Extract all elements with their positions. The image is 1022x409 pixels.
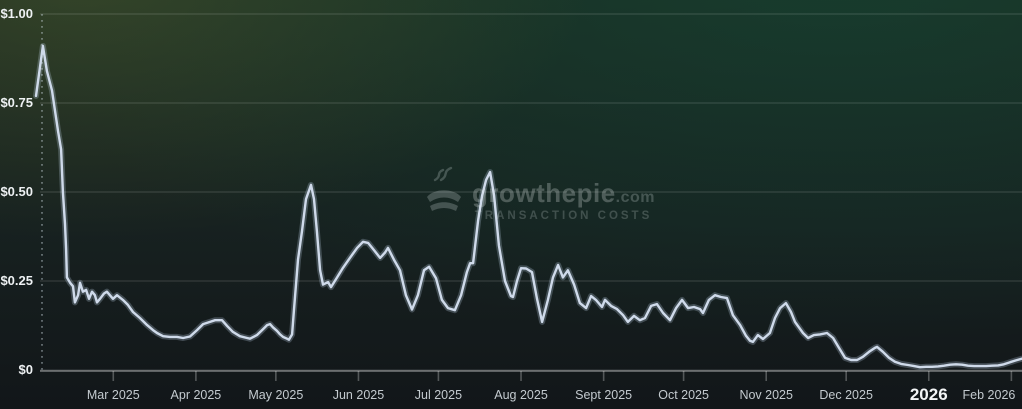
x-axis-label: Nov 2025 xyxy=(739,388,793,402)
x-axis-label: Jul 2025 xyxy=(414,388,463,402)
x-axis-label: Jun 2025 xyxy=(332,388,385,402)
cost-line-glow xyxy=(33,43,1022,371)
gridlines xyxy=(40,13,1022,371)
x-axis-label: Oct 2025 xyxy=(658,388,709,402)
x-axis-label: Aug 2025 xyxy=(494,388,548,402)
x-axis-label: Apr 2025 xyxy=(170,388,222,402)
y-axis-label: $0.50 xyxy=(0,184,33,199)
x-axis-label: 2026 xyxy=(909,385,948,404)
y-axis-label: $0.25 xyxy=(0,273,33,288)
cost-line-series xyxy=(34,44,1022,369)
x-axis-label: Dec 2025 xyxy=(819,388,873,402)
x-axis-label: Mar 2025 xyxy=(86,388,140,402)
y-axis-label: $0 xyxy=(18,362,33,377)
y-axis-label: $0.75 xyxy=(0,95,33,110)
x-axis-label: May 2025 xyxy=(248,388,304,402)
x-axis-label: Feb 2026 xyxy=(962,388,1016,402)
x-axis-label: Sept 2025 xyxy=(575,388,633,402)
x-axis-ticks xyxy=(112,371,1013,381)
y-axis-label: $1.00 xyxy=(0,6,33,21)
